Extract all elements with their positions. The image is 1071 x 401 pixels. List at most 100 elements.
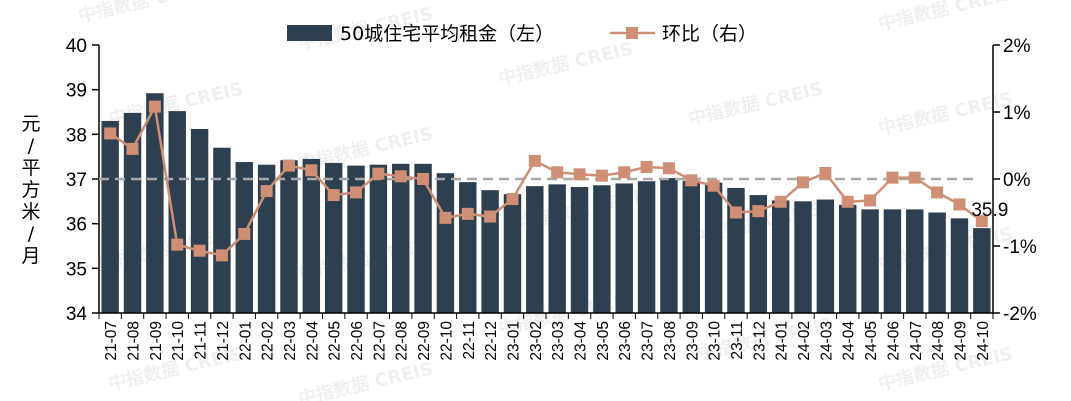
bar	[615, 183, 633, 313]
x-tick-label: 22-10	[438, 321, 455, 361]
mom-marker	[260, 185, 273, 198]
watermark-text: 中指数据 CREIS	[496, 38, 635, 90]
bar	[704, 182, 723, 313]
legend-bar-label: 50城住宅平均租金（左）	[340, 23, 554, 45]
x-tick-label: 24-05	[863, 321, 880, 361]
x-tick-label: 23-06	[617, 321, 634, 361]
left-tick-label: 37	[66, 170, 87, 191]
mom-marker	[372, 167, 385, 180]
mom-line-series	[104, 100, 988, 262]
mom-marker	[350, 186, 363, 199]
right-tick-label: 1%	[1003, 103, 1031, 124]
mom-marker	[327, 189, 340, 202]
x-tick-label: 21-09	[148, 321, 165, 361]
x-tick-label: 21-10	[170, 321, 187, 361]
mom-marker	[126, 142, 139, 155]
bar	[839, 204, 857, 313]
mom-marker	[774, 195, 787, 208]
watermark-text: 中指数据 CREIS	[686, 78, 825, 130]
left-tick-label: 39	[66, 81, 87, 102]
mom-marker	[975, 215, 988, 228]
bar	[280, 160, 298, 313]
mom-marker	[931, 186, 944, 199]
mom-line	[109, 102, 983, 257]
bar	[369, 164, 388, 313]
x-tick-label: 23-03	[550, 321, 567, 361]
mom-marker	[752, 205, 765, 218]
mom-marker	[506, 193, 519, 206]
mom-marker	[417, 173, 430, 185]
bar	[414, 163, 432, 313]
mom-marker	[864, 194, 877, 207]
x-tick-label: 24-10	[975, 321, 992, 361]
mom-marker	[573, 168, 586, 181]
mom-marker	[685, 174, 698, 187]
mom-marker	[104, 127, 117, 140]
left-tick-label: 38	[66, 125, 87, 146]
mom-marker	[841, 195, 854, 208]
bar	[302, 158, 321, 313]
bar	[593, 185, 611, 313]
bar	[503, 194, 522, 313]
x-tick-label: 22-09	[416, 321, 433, 361]
mom-marker	[551, 166, 564, 179]
right-tick-label: -2%	[1003, 304, 1037, 325]
left-tick-label: 34	[66, 304, 88, 325]
bar	[347, 165, 365, 313]
bar	[883, 209, 902, 313]
legend: 50城住宅平均租金（左） 环比（右）	[287, 23, 757, 45]
axes: 34 35 36 37 38 39 40 -2% -1% 0% 1% 2% 21-07 21-08 21-0…	[21, 36, 1036, 361]
x-tick-label: 21-11	[193, 321, 210, 360]
mom-marker	[148, 100, 161, 113]
watermark-text: 中指数据 CREIS	[876, 0, 1015, 35]
watermark-text: 中指数据 CREIS	[296, 358, 435, 401]
x-tick-label: 24-06	[885, 321, 902, 361]
mom-marker	[886, 171, 899, 184]
x-tick-label: 22-11	[461, 321, 478, 360]
x-tick-label: 21-08	[126, 321, 143, 361]
bar	[771, 200, 790, 313]
x-tick-label: 21-07	[103, 321, 120, 361]
mom-marker	[461, 207, 474, 220]
mom-marker	[171, 238, 184, 251]
x-tick-label: 22-12	[483, 321, 500, 361]
bar	[324, 162, 343, 313]
bar	[190, 128, 209, 313]
last-value-label: 35.9	[971, 200, 1008, 221]
bar	[794, 201, 812, 313]
left-tick-label: 40	[66, 36, 87, 57]
x-tick-label: 24-08	[930, 321, 947, 361]
mom-marker	[305, 164, 318, 177]
bar	[123, 112, 142, 313]
x-tick-label: 23-10	[707, 321, 724, 361]
bar	[146, 93, 164, 314]
x-tick-label: 23-02	[528, 321, 545, 361]
left-tick-label: 36	[66, 215, 87, 236]
x-tick-label: 22-06	[349, 321, 366, 361]
mom-marker	[640, 160, 653, 173]
bar	[436, 173, 455, 313]
bar	[861, 209, 879, 313]
bar	[950, 218, 969, 313]
bar	[749, 195, 768, 313]
right-tick-label: 0%	[1003, 170, 1031, 191]
mom-marker	[797, 176, 810, 189]
bar-series	[101, 93, 991, 314]
x-tick-label: 24-09	[952, 321, 969, 361]
x-tick-label: 23-09	[684, 321, 701, 361]
bar	[526, 186, 544, 313]
mom-marker	[595, 169, 608, 182]
mom-marker	[394, 170, 407, 183]
right-tick-label: 2%	[1003, 36, 1031, 57]
x-tick-label: 24-02	[796, 321, 813, 361]
mom-marker	[215, 249, 228, 262]
bar	[906, 209, 924, 313]
mom-marker	[819, 166, 832, 179]
bar	[168, 111, 186, 314]
x-tick-label: 22-07	[371, 321, 388, 361]
right-tick-label: -1%	[1003, 237, 1037, 258]
x-tick-label: 24-03	[818, 321, 835, 361]
bar	[928, 212, 946, 313]
